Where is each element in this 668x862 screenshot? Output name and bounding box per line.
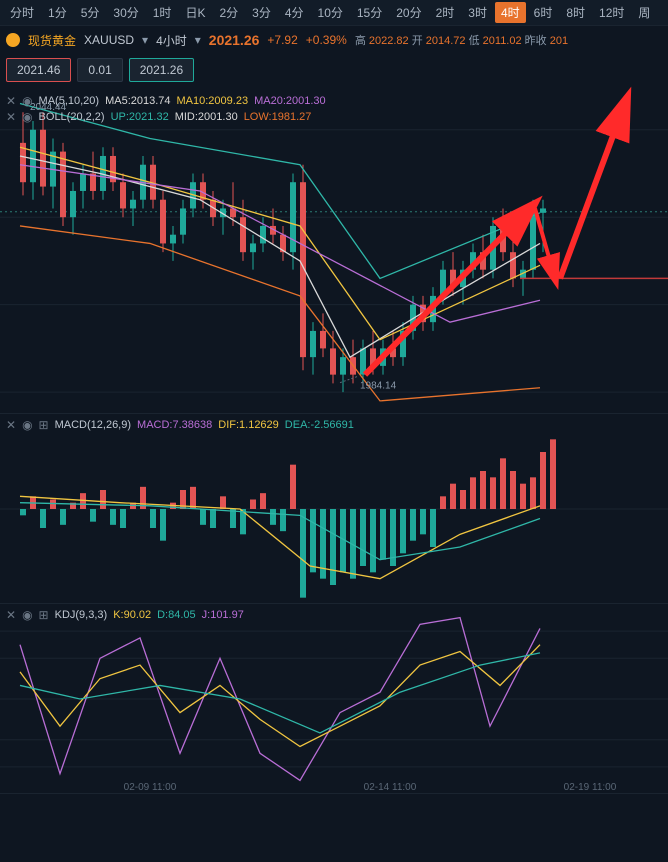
price-change: +7.92	[267, 33, 297, 47]
period-dropdown-icon[interactable]: ▾	[195, 33, 201, 47]
svg-text:02-19 11:00: 02-19 11:00	[564, 782, 617, 793]
symbol-dropdown-icon[interactable]: ▾	[142, 33, 148, 47]
timeframe-bar: 分时1分5分30分1时日K2分3分4分10分15分20分2时3时4时6时8时12…	[0, 0, 668, 26]
last-price: 2021.26	[209, 32, 260, 48]
ma5-value: MA5:2013.74	[105, 95, 170, 107]
boll-label: BOLL(20,2,2)	[39, 111, 105, 123]
timeframe-5分[interactable]: 5分	[75, 2, 106, 23]
ma20-value: MA20:2001.30	[254, 95, 326, 107]
timeframe-30分[interactable]: 30分	[107, 2, 144, 23]
timeframe-日K[interactable]: 日K	[179, 2, 211, 23]
buy-button[interactable]: 2021.26	[129, 58, 194, 82]
symbol-header: 现货黄金 XAUUSD ▾ 4小时 ▾ 2021.26 +7.92 +0.39%…	[0, 26, 668, 54]
timeframe-2分[interactable]: 2分	[213, 2, 244, 23]
qty-input[interactable]: 0.01	[77, 58, 122, 82]
macd-value: MACD:7.38638	[137, 419, 212, 431]
close-icon[interactable]: ✕	[6, 94, 16, 108]
period-label[interactable]: 4小时	[156, 32, 187, 49]
j-value: J:101.97	[202, 609, 244, 621]
ma10-value: MA10:2009.23	[177, 95, 249, 107]
timeframe-分时[interactable]: 分时	[4, 2, 40, 23]
boll-mid-value: MID:2001.30	[175, 111, 238, 123]
symbol-code[interactable]: XAUUSD	[84, 33, 134, 47]
svg-text:02-14 11:00: 02-14 11:00	[364, 782, 417, 793]
dea-value: DEA:-2.56691	[285, 419, 354, 431]
svg-text:1984.14: 1984.14	[360, 381, 397, 392]
gold-icon	[6, 33, 20, 47]
close-icon[interactable]: ✕	[6, 608, 16, 622]
eye-icon[interactable]: ◉	[22, 418, 32, 432]
ma-label: MA(5,10,20)	[39, 95, 100, 107]
timeframe-2时[interactable]: 2时	[430, 2, 461, 23]
timeframe-20分[interactable]: 20分	[390, 2, 427, 23]
timeframe-10分[interactable]: 10分	[312, 2, 349, 23]
eye-icon[interactable]: ◉	[22, 110, 32, 124]
boll-up-value: UP:2021.32	[111, 111, 169, 123]
timeframe-8时[interactable]: 8时	[560, 2, 591, 23]
timeframe-12时[interactable]: 12时	[593, 2, 630, 23]
sell-button[interactable]: 2021.46	[6, 58, 71, 82]
k-value: K:90.02	[113, 609, 151, 621]
ohlc-block: 高 2022.82 开 2014.72 低 2011.02 昨收 201	[355, 32, 568, 48]
settings-icon[interactable]: ⊞	[39, 418, 49, 432]
macd-panel: ✕ ◉ ⊞ MACD(12,26,9) MACD:7.38638 DIF:1.1…	[0, 414, 668, 604]
macd-label: MACD(12,26,9)	[55, 419, 131, 431]
boll-low-value: LOW:1981.27	[244, 111, 312, 123]
symbol-name: 现货黄金	[28, 32, 76, 49]
eye-icon[interactable]: ◉	[22, 608, 32, 622]
kdj-chart[interactable]: 02-09 11:00 02-14 11:00 02-19 11:00	[0, 604, 668, 794]
timeframe-3分[interactable]: 3分	[246, 2, 277, 23]
timeframe-周[interactable]: 周	[632, 2, 656, 23]
timeframe-4时[interactable]: 4时	[495, 2, 526, 23]
dif-value: DIF:1.12629	[218, 419, 279, 431]
eye-icon[interactable]: ◉	[22, 94, 32, 108]
svg-text:02-09 11:00: 02-09 11:00	[124, 782, 177, 793]
timeframe-15分[interactable]: 15分	[351, 2, 388, 23]
close-icon[interactable]: ✕	[6, 110, 16, 124]
timeframe-3时[interactable]: 3时	[462, 2, 493, 23]
main-chart[interactable]: 2044.441984.14	[0, 86, 668, 414]
d-value: D:84.05	[157, 609, 196, 621]
order-row: 2021.46 0.01 2021.26	[0, 54, 668, 86]
settings-icon[interactable]: ⊞	[39, 608, 49, 622]
close-icon[interactable]: ✕	[6, 418, 16, 432]
timeframe-1分[interactable]: 1分	[42, 2, 73, 23]
main-chart-panel: ✕ ◉ MA(5,10,20) MA5:2013.74 MA10:2009.23…	[0, 86, 668, 414]
macd-chart[interactable]	[0, 414, 668, 604]
timeframe-4分[interactable]: 4分	[279, 2, 310, 23]
price-change-pct: +0.39%	[306, 33, 347, 47]
kdj-panel: ✕ ◉ ⊞ KDJ(9,3,3) K:90.02 D:84.05 J:101.9…	[0, 604, 668, 794]
timeframe-6时[interactable]: 6时	[528, 2, 559, 23]
timeframe-1时[interactable]: 1时	[147, 2, 178, 23]
kdj-label: KDJ(9,3,3)	[55, 609, 108, 621]
